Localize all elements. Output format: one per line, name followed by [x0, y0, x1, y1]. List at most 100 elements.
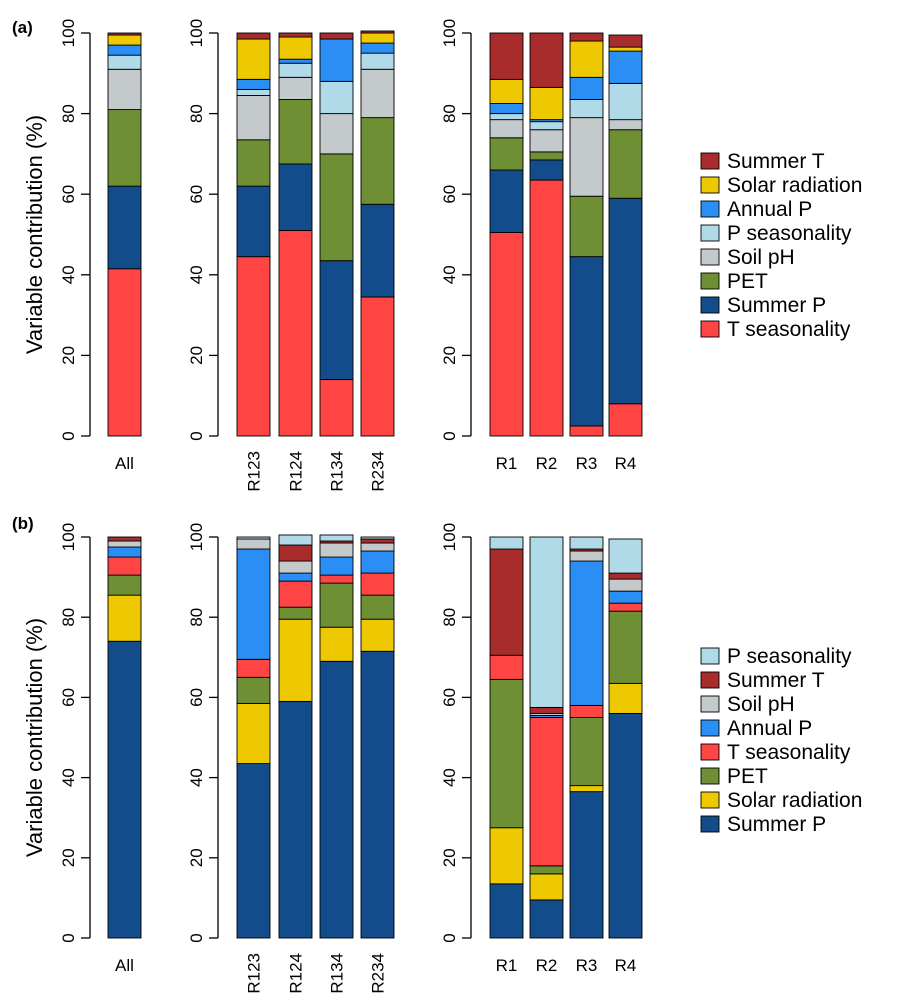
panel-a-group-1-bar-all-segment-pet: [107, 109, 142, 187]
panel-b-group-3-bar-r4-segment-pet: [608, 610, 643, 684]
panel-a-group-2-y-tick-label: 60: [187, 185, 206, 204]
panel-a-legend-label-summer-t: Summer T: [727, 150, 825, 173]
panel-a-group-2-bar-r134-segment-t-seasonality: [319, 379, 354, 437]
panel-b-group-3-bar-r3: [569, 536, 604, 939]
panel-b-label: (b): [12, 514, 34, 533]
panel-b-group-3-bar-r3-segment-t-seasonality: [569, 704, 604, 718]
panel-a-group-1-y-tick-label: 0: [59, 431, 78, 440]
panel-a-group-3-bar-r4: [608, 34, 643, 437]
panel-a-group-2-bar-r123-segment-summer-t: [236, 32, 271, 40]
panel-a-legend-swatch-annual-p: [700, 200, 720, 218]
panel-a-group-3-bar-r1-segment-pet: [489, 137, 524, 171]
panel-a-group-1-bar-all-segment-summer-t: [107, 32, 142, 36]
panel-b-group-1-bar-all-segment-soil-ph: [107, 540, 142, 548]
panel-a-group-1-bar-all-segment-solar-radiation: [107, 34, 142, 46]
panel-b-group-2-bar-r124-segment-summer-p: [278, 700, 313, 939]
panel-b-group-2-bar-r123-segment-pet: [236, 676, 271, 704]
panel-a-group-2-y-tick-label: 20: [187, 346, 206, 365]
panel-a-group-2-bar-r124-segment-summer-p: [278, 163, 313, 231]
panel-b-group-2-bar-r124-segment-soil-ph: [278, 560, 313, 574]
panel-b-group-3-bar-r3-segment-annual-p: [569, 560, 604, 706]
panel-a-group-3-bar-r4-segment-soil-ph: [608, 119, 643, 131]
panel-a-group-1-bar-all-label: All: [115, 454, 134, 473]
panel-b-group-1-bar-all-label: All: [115, 956, 134, 975]
panel-a-group-3-bar-r3-segment-soil-ph: [569, 117, 604, 197]
panel-b-legend-label-annual-p: Annual P: [727, 717, 812, 740]
panel-a-group-3-bar-r3-segment-t-seasonality: [569, 425, 604, 437]
panel-a-group-3-y-tick-label: 40: [440, 265, 459, 284]
panel-a-group-2-bar-r123-segment-annual-p: [236, 78, 271, 90]
panel-b-group-3-bar-r4-segment-soil-ph: [608, 578, 643, 592]
panel-a-group-3-bar-r4-segment-summer-p: [608, 197, 643, 405]
panel-a-legend-label-solar-radiation: Solar radiation: [727, 174, 862, 197]
panel-a-legend-swatch-p-seasonality: [700, 224, 720, 242]
panel-a-group-2-bar-r234-segment-summer-t: [360, 30, 395, 34]
panel-b-group-2-bar-r124: [278, 534, 313, 939]
panel-b-group-3-y-tick-label: 20: [440, 848, 459, 867]
panel-b-group-2-bar-r124-segment-annual-p: [278, 572, 313, 582]
panel-b-group-2-bar-r124-segment-pet: [278, 606, 313, 620]
panel-b-legend-swatch-summer-t: [700, 671, 720, 689]
panel-b-group-2-bar-r234-segment-t-seasonality: [360, 572, 395, 596]
panel-b-group-1-bar-all-segment-annual-p: [107, 546, 142, 558]
panel-b-legend-swatch-pet: [700, 767, 720, 785]
panel-b-group-3-bar-r4: [608, 538, 643, 939]
panel-b-group-2-bar-r234-label: R234: [369, 953, 388, 994]
panel-a-group-1-y-tick-label: 40: [59, 265, 78, 284]
panel-b-group-3-y-tick-label: 40: [440, 768, 459, 787]
panel-a-group-2-bar-r123: [236, 32, 271, 437]
panel-b-group-1-y-tick-label: 20: [59, 848, 78, 867]
panel-b-legend-swatch-p-seasonality: [700, 647, 720, 665]
panel-a-label: (a): [12, 18, 33, 37]
panel-b-group-3-bar-r3-segment-solar-radiation: [569, 785, 604, 793]
panel-a-legend-label-p-seasonality: P seasonality: [727, 222, 852, 245]
panel-a-group-3-bar-r4-label: R4: [615, 454, 637, 473]
panel-b-group-2-y-tick-label: 80: [187, 608, 206, 627]
panel-b-group-1-bar-all-segment-t-seasonality: [107, 556, 142, 576]
panel-a-group-3-bar-r3: [569, 32, 604, 437]
panel-a-group-3-bar-r2-segment-summer-p: [529, 159, 564, 181]
panel-a-group-1-y-tick-label: 60: [59, 185, 78, 204]
panel-a-group-1-bar-all-segment-soil-ph: [107, 68, 142, 111]
panel-a-group-3-bar-r2-segment-summer-t: [529, 32, 564, 88]
panel-a-group-2-bar-r123-segment-t-seasonality: [236, 256, 271, 437]
panel-b-group-2-bar-r234-segment-pet: [360, 594, 395, 620]
panel-a-group-2-bar-r124-segment-t-seasonality: [278, 230, 313, 437]
panel-b-legend-label-solar-radiation: Solar radiation: [727, 789, 862, 812]
panel-a-group-2-bar-r124: [278, 32, 313, 437]
panel-b-group-3-bar-r2-segment-solar-radiation: [529, 873, 564, 901]
panel-a-legend-swatch-soil-ph: [700, 248, 720, 266]
panel-b-group-3-bar-r4-segment-p-seasonality: [608, 538, 643, 574]
panel-b-group-3-y-tick-label: 0: [440, 933, 459, 942]
panel-a: (a) Variable contribution (%) 0 20 40 60 80 100…: [12, 18, 862, 492]
panel-a-group-2-y-tick-label: 0: [187, 431, 206, 440]
panel-a-group-3-bar-r3-segment-annual-p: [569, 76, 604, 100]
panel-b-group-3-bar-r2-label: R2: [536, 956, 558, 975]
panel-a-group-1-y-tick-label: 20: [59, 346, 78, 365]
panel-b-group-2-bar-r234-segment-summer-t: [360, 538, 395, 544]
panel-b-group-1-bar-all-segment-summer-p: [107, 640, 142, 939]
panel-b-group-2-bar-r134: [319, 534, 354, 939]
panel-b-group-1-y-tick-label: 0: [59, 933, 78, 942]
panel-b-group-2-bar-r123-segment-summer-p: [236, 763, 271, 939]
panel-b-group-3: 0 20 40 60 80 100 R1 R2 R3 R4: [440, 523, 643, 975]
panel-b-group-2-y-tick-label: 100: [187, 523, 206, 551]
panel-b-group-2-bar-r123-segment-p-seasonality: [236, 536, 271, 540]
panel-a-group-2-bar-r124-segment-p-seasonality: [278, 62, 313, 78]
panel-b-group-2-bar-r134-segment-summer-p: [319, 660, 354, 939]
panel-a-group-2-bar-r124-segment-summer-t: [278, 32, 313, 38]
panel-b-group-2-bar-r123-segment-t-seasonality: [236, 658, 271, 678]
panel-a-group-3-y-tick-label: 80: [440, 104, 459, 123]
panel-a-legend-label-pet: PET: [727, 270, 768, 293]
panel-b-group-3-y-tick-label: 100: [440, 523, 459, 551]
panel-b-group-3-y-tick-label: 60: [440, 688, 459, 707]
panel-b-legend-label-t-seasonality: T seasonality: [727, 741, 851, 764]
panel-a-group-3-bar-r4-segment-annual-p: [608, 50, 643, 84]
panel-b-legend-label-summer-p: Summer P: [727, 813, 826, 836]
panel-a-group-2-bar-r123-segment-solar-radiation: [236, 38, 271, 80]
panel-b-group-3-bar-r3-segment-summer-p: [569, 791, 604, 939]
panel-a-group-1-y-tick-label: 100: [59, 19, 78, 47]
panel-a-group-3-bar-r2-segment-t-seasonality: [529, 179, 564, 437]
panel-b-group-2-bar-r124-segment-solar-radiation: [278, 618, 313, 702]
